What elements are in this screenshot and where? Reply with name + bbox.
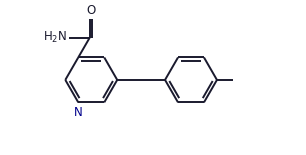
Text: N: N: [74, 106, 83, 119]
Text: H$_2$N: H$_2$N: [43, 30, 67, 45]
Text: O: O: [86, 4, 95, 17]
